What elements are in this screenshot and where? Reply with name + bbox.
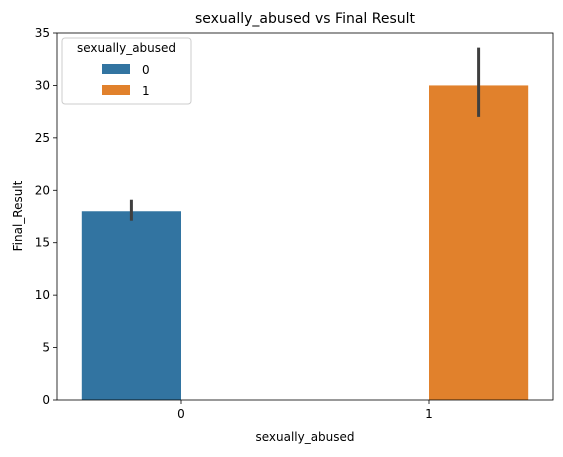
y-tick-label: 15 [35,236,50,250]
chart-title: sexually_abused vs Final Result [195,11,416,27]
y-tick-label: 35 [35,26,50,40]
legend-swatch-0 [102,64,130,74]
y-tick-label: 25 [35,131,50,145]
y-tick-label: 30 [35,78,50,92]
y-tick-label: 5 [42,341,50,355]
legend-swatch-1 [102,85,130,95]
bar-series-1-cat-1 [429,85,529,400]
x-axis-label: sexually_abused [255,430,354,444]
y-tick-label: 20 [35,183,50,197]
bar-series-0-cat-0 [81,211,181,400]
legend-label-1: 1 [142,84,150,98]
y-axis-label: Final_Result [11,180,25,251]
legend-title: sexually_abused [77,41,176,55]
y-tick-label: 0 [42,393,50,407]
legend-label-0: 0 [142,63,150,77]
x-tick-label: 0 [177,407,185,421]
x-tick-label: 1 [425,407,433,421]
y-tick-label: 10 [35,288,50,302]
legend: sexually_abused 0 1 [61,37,192,105]
axes-frame [56,32,554,401]
